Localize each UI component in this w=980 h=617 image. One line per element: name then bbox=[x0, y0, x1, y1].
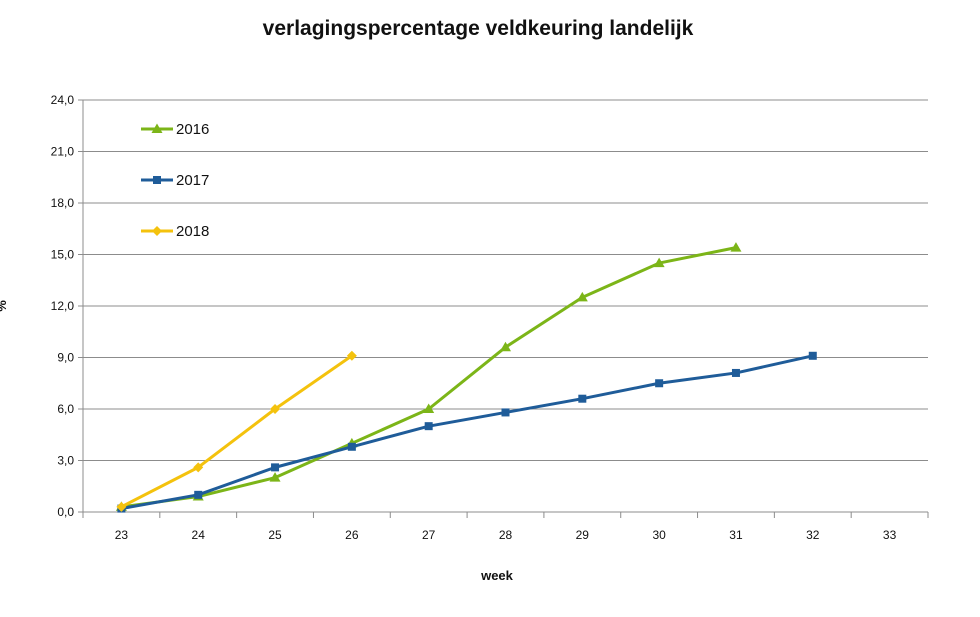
legend-marker bbox=[152, 226, 162, 236]
y-tick-label: 12,0 bbox=[51, 299, 75, 313]
data-point-2018 bbox=[270, 404, 281, 414]
x-axis-ticks: 23 24 25 26 27 28 29 30 31 32 33 bbox=[82, 512, 929, 542]
legend-label: 2018 bbox=[176, 223, 209, 240]
legend-item-2018: 2018 bbox=[141, 223, 209, 240]
legend-item-2016: 2016 bbox=[141, 121, 209, 138]
x-axis-label: week bbox=[480, 568, 514, 583]
series-line-2016 bbox=[121, 246, 737, 509]
y-tick-label: 6,0 bbox=[57, 402, 74, 416]
data-point-2017 bbox=[501, 408, 510, 417]
legend: 2016 2017 2018 bbox=[141, 121, 209, 240]
y-tick-label: 3,0 bbox=[57, 454, 74, 468]
data-point-2016 bbox=[576, 291, 588, 302]
series-line-2017 bbox=[121, 354, 814, 511]
y-tick-label: 21,0 bbox=[51, 145, 75, 159]
y-axis-label: % bbox=[0, 300, 9, 312]
x-tick-label: 25 bbox=[268, 528, 282, 542]
series-2018 bbox=[116, 350, 357, 512]
data-point-2016 bbox=[730, 242, 742, 252]
y-tick-label: 18,0 bbox=[51, 196, 75, 210]
y-tick-label: 0,0 bbox=[57, 505, 74, 519]
legend-label: 2017 bbox=[176, 172, 209, 189]
legend-marker bbox=[151, 123, 163, 133]
data-point-2017 bbox=[578, 394, 587, 403]
y-tick-label: 24,0 bbox=[51, 93, 75, 107]
y-axis-ticks: 0,0 3,0 6,0 9,0 12,0 15,0 18,0 21,0 24,0 bbox=[51, 93, 83, 519]
data-point-2017 bbox=[194, 490, 203, 499]
series-2016 bbox=[115, 242, 742, 511]
x-tick-label: 32 bbox=[806, 528, 820, 542]
x-tick-label: 29 bbox=[576, 528, 590, 542]
x-tick-label: 24 bbox=[192, 528, 206, 542]
chart-title: verlagingspercentage veldkeuring landeli… bbox=[263, 17, 694, 40]
data-point-2016 bbox=[500, 341, 511, 352]
gridlines bbox=[83, 99, 928, 461]
data-point-2018 bbox=[116, 501, 127, 512]
x-tick-label: 26 bbox=[345, 528, 359, 542]
x-tick-label: 23 bbox=[115, 528, 129, 542]
data-point-2017 bbox=[655, 379, 664, 388]
data-point-2016 bbox=[653, 257, 665, 268]
data-point-2016 bbox=[423, 403, 435, 413]
series-2017 bbox=[117, 351, 817, 513]
y-tick-label: 15,0 bbox=[51, 248, 75, 262]
data-point-2017 bbox=[424, 422, 433, 431]
y-tick-label: 9,0 bbox=[57, 351, 74, 365]
legend-item-2017: 2017 bbox=[141, 172, 209, 189]
x-tick-label: 30 bbox=[652, 528, 666, 542]
data-series bbox=[115, 242, 817, 513]
x-tick-label: 31 bbox=[729, 528, 743, 542]
data-point-2018 bbox=[193, 462, 204, 473]
data-point-2017 bbox=[731, 368, 740, 377]
x-tick-label: 28 bbox=[499, 528, 513, 542]
x-tick-label: 27 bbox=[422, 528, 436, 542]
data-point-2017 bbox=[271, 463, 280, 472]
data-point-2018 bbox=[346, 350, 357, 361]
data-point-2017 bbox=[347, 442, 356, 451]
legend-marker bbox=[153, 176, 161, 184]
data-point-2017 bbox=[808, 351, 817, 360]
x-tick-label: 33 bbox=[883, 528, 897, 542]
legend-label: 2016 bbox=[176, 121, 209, 138]
data-point-2016 bbox=[269, 472, 281, 482]
series-line-2018 bbox=[120, 354, 353, 509]
